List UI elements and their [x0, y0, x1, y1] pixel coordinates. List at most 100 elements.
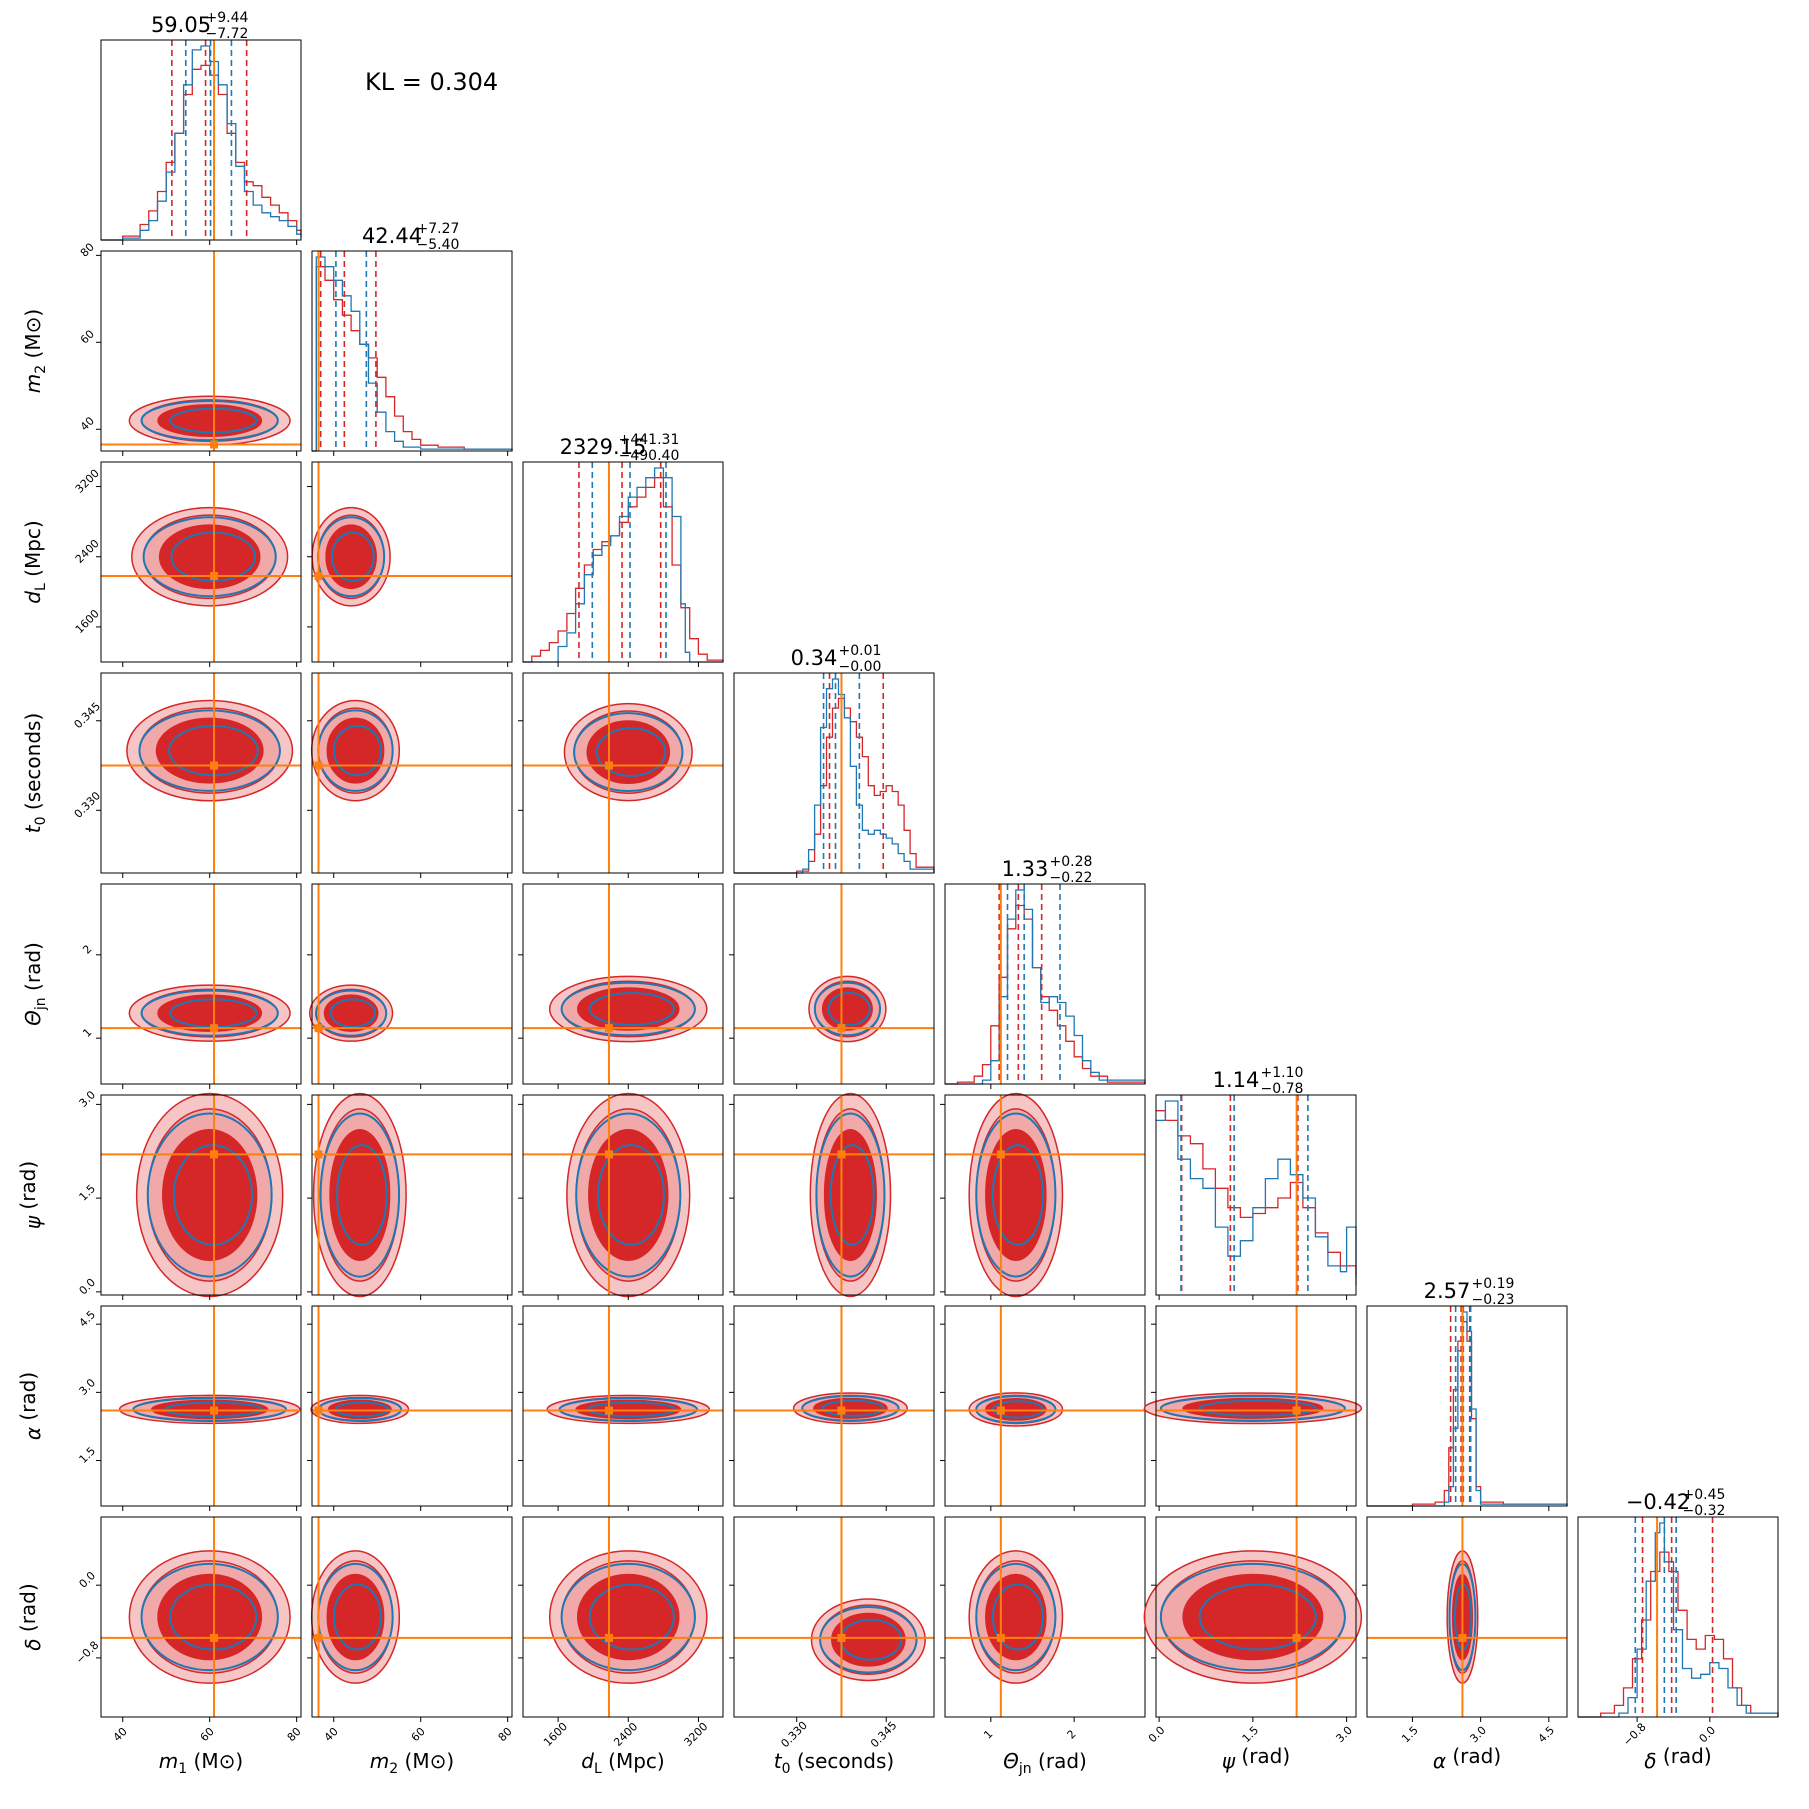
frame-dL-dL — [522, 461, 724, 663]
truth-marker-dL-m1 — [210, 572, 219, 581]
frame-dL-m2 — [311, 461, 513, 663]
ytick-label-delta-1: 0.0 — [77, 1569, 99, 1591]
contour-blue-outer-psi-t0 — [815, 1112, 886, 1278]
frame-delta-m1 — [100, 1516, 302, 1718]
contour-inner-t0-dL — [586, 720, 671, 785]
frame-alpha-alpha — [1366, 1305, 1568, 1507]
panel-delta-alpha: 1.5 3.0 4.5 α (rad) — [1362, 1516, 1568, 1773]
title-minus-delta: −0.32 — [1683, 1503, 1726, 1519]
xtick-label-delta-1: 0.0 — [1697, 1724, 1719, 1746]
title-alpha: 2.57 — [1424, 1279, 1471, 1303]
frame-delta-dL — [522, 1516, 724, 1718]
ylabel-psi: ψ (rad) — [16, 1161, 45, 1229]
panel-alpha-m2 — [307, 1305, 513, 1511]
contour-inner-theta-m1 — [157, 994, 263, 1032]
ylabel-sym-t0: t — [21, 824, 45, 833]
ylabel-sub-t0: 0 — [33, 816, 49, 825]
histogram-red-theta — [945, 904, 1146, 1085]
panel-psi-m1: 0.0 1.5 3.0 ψ (rad) — [16, 1088, 302, 1300]
ytick-label-m2-2: 80 — [78, 240, 97, 259]
panel-psi-dL — [518, 1092, 724, 1300]
xlabel-sub-theta: jn — [1018, 1761, 1032, 1777]
xlabel-sub-t0: 0 — [782, 1761, 791, 1777]
title-plus-dL: +441.31 — [619, 432, 680, 448]
ylabel-sub-dL: L — [33, 583, 49, 591]
xlabel-m1: m1 (M⊙) — [159, 1749, 243, 1777]
histogram-blue-dL — [523, 467, 723, 663]
ylabel-unit-t0: (seconds) — [21, 713, 45, 817]
frame-theta-t0 — [733, 883, 935, 1085]
xlabel-sym-delta: δ — [1644, 1749, 1656, 1773]
truth-marker-alpha-psi — [1292, 1406, 1301, 1415]
title-minus-t0: −0.00 — [839, 659, 882, 675]
title-plus-psi: +1.10 — [1261, 1065, 1304, 1081]
xlabel-psi: ψ (rad) — [1222, 1744, 1290, 1773]
truth-marker-theta-m1 — [210, 1024, 219, 1033]
histogram-blue-m2 — [312, 256, 513, 452]
ytick-label-dL-2: 3200 — [73, 467, 102, 496]
frame-t0-m2 — [311, 672, 513, 874]
contour-blue-inner-psi-theta — [991, 1144, 1044, 1246]
panel-alpha-alpha: 2.57 +0.19−0.23 — [1366, 1276, 1568, 1511]
xlabel-unit-dL: (Mpc) — [602, 1749, 665, 1773]
contour-inner-dL-m2 — [325, 524, 377, 590]
contour-inner-psi-dL — [588, 1129, 669, 1261]
panel-delta-psi: 0.0 1.5 3.0 ψ (rad) — [1143, 1516, 1363, 1773]
panel-t0-m2 — [307, 672, 513, 878]
ytick-label-psi-1: 1.5 — [77, 1182, 99, 1204]
panel-theta-m2 — [307, 883, 513, 1089]
frame-psi-psi — [1155, 1094, 1357, 1296]
xtick-label-dL-2: 3200 — [681, 1720, 710, 1749]
contour-blue-inner-t0-m2 — [332, 724, 382, 777]
xtick-label-dL-0: 1600 — [541, 1720, 570, 1749]
frame-alpha-m1 — [100, 1305, 302, 1507]
xlabel-unit-psi: (rad) — [1235, 1744, 1290, 1768]
contour-blue-inner-alpha-dL — [587, 1401, 677, 1418]
title-minus-psi: −0.78 — [1261, 1081, 1304, 1097]
ylabel-delta: δ (rad) — [16, 1583, 45, 1650]
truth-marker-delta-dL — [604, 1633, 613, 1642]
title-plus-theta: +0.28 — [1050, 854, 1093, 870]
panel-alpha-t0 — [729, 1305, 935, 1511]
ylabel-sym-delta: δ — [21, 1638, 45, 1650]
panel-psi-m2 — [307, 1092, 513, 1300]
xlabel-t0: t0 (seconds) — [774, 1749, 894, 1777]
contour-blue-outer-alpha-dL — [558, 1397, 699, 1422]
panel-delta-delta: −0.42+0.45−0.32−0.8 0.0δ (rad) — [1577, 1487, 1779, 1773]
truth-marker-delta-t0 — [837, 1633, 846, 1642]
frame-delta-delta — [1577, 1516, 1779, 1718]
contour-inner-delta-m1 — [157, 1573, 263, 1661]
contour-inner-psi-t0 — [823, 1129, 877, 1261]
xlabel-sub-m2: 2 — [389, 1761, 398, 1777]
frame-theta-m1 — [100, 883, 302, 1085]
contour-inner-dL-m1 — [158, 524, 261, 590]
ytick-label-dL-0: 1600 — [73, 607, 102, 636]
xlabel-dL: dL (Mpc) — [581, 1749, 664, 1777]
panel-delta-theta: 1 2 Θjn (rad) — [940, 1516, 1146, 1777]
histogram-red-psi — [1156, 1110, 1357, 1276]
ylabel-sym-dL: d — [21, 591, 45, 604]
xtick-label-psi-1: 1.5 — [1240, 1724, 1262, 1746]
truth-marker-theta-dL — [604, 1024, 613, 1033]
contour-blue-outer-alpha-theta — [975, 1395, 1057, 1424]
panel-t0-m1: 0.330 0.345 t0 (seconds) — [21, 672, 302, 878]
ytick-label-psi-2: 3.0 — [77, 1088, 99, 1110]
ylabel-sym-psi: ψ — [21, 1215, 45, 1229]
contour-blue-inner-psi-dL — [597, 1144, 665, 1246]
xtick-label-m2-0: 40 — [322, 1725, 341, 1744]
truth-marker-psi-t0 — [837, 1150, 846, 1159]
panel-theta-t0 — [729, 883, 935, 1089]
ytick-label-delta-0: −0.8 — [73, 1639, 101, 1667]
xlabel-theta: Θjn (rad) — [1003, 1749, 1087, 1777]
frame-delta-t0 — [733, 1516, 935, 1718]
frame-theta-theta — [944, 883, 1146, 1085]
ytick-label-m2-1: 60 — [78, 327, 97, 346]
panel-m1-m1: 59.05+9.44−7.72 — [100, 10, 302, 245]
xtick-label-m2-1: 60 — [409, 1725, 428, 1744]
ylabel-unit-alpha: (rad) — [16, 1372, 40, 1427]
panel-psi-psi: 1.14 +1.10−0.78 — [1155, 1065, 1357, 1300]
frame-t0-dL — [522, 672, 724, 874]
frame-t0-m1 — [100, 672, 302, 874]
xtick-label-t0-1: 0.345 — [868, 1719, 899, 1750]
ylabel-sub-m2: 2 — [33, 365, 49, 374]
